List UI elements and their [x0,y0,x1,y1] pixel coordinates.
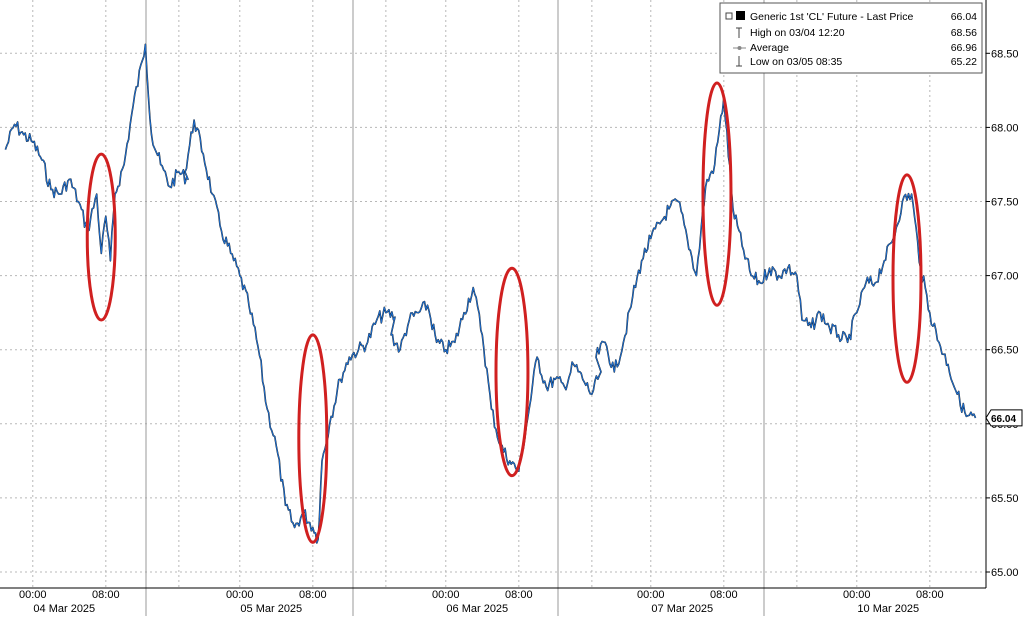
last-price-marker: 66.04 [985,409,1023,427]
x-tick-label-1-1: 08:00 [299,589,327,601]
x-tick-labels: 00:00 08:00 04 Mar 2025 00:00 08:00 05 Mar 20… [19,589,944,615]
x-tick-label-0-1: 08:00 [92,589,120,601]
x-tick-label-3-0: 00:00 [637,589,665,601]
highlight-oval-4 [891,173,923,384]
legend-box [719,2,983,74]
x-tick-label-4-0: 00:00 [843,589,871,601]
grid-lines [0,0,986,616]
legend-label-high: High on 03/04 12:20 [750,27,845,39]
last-price-tag [985,409,1023,427]
legend: Generic 1st 'CL' Future - Last Price 66.… [719,2,983,74]
last-price-label: 66.04 [991,414,1016,425]
legend-value-last-price: 66.04 [951,11,977,23]
legend-label-average: Average [750,42,789,54]
low-marker-icon [736,56,742,67]
y-tick-label-2: 67.50 [991,197,1019,209]
average-dot-icon [737,46,742,50]
y-tick-label-1: 68.00 [991,122,1019,134]
highlight-oval-2 [494,266,530,478]
highlight-ovals [85,81,923,544]
high-marker-icon [736,27,742,38]
x-date-label-3: 07 Mar 2025 [651,603,713,615]
price-series [4,43,977,544]
x-date-label-2: 06 Mar 2025 [446,603,508,615]
axes [0,0,987,589]
y-tick-label-0: 68.50 [991,48,1019,60]
legend-row-average: Average 66.96 [733,42,977,54]
legend-value-low: 65.22 [951,56,977,68]
x-date-label-1: 05 Mar 2025 [240,603,302,615]
legend-label-low: Low on 03/05 08:35 [750,56,842,68]
collapse-square-icon[interactable] [725,12,733,20]
y-tick-label-3: 67.00 [991,271,1019,283]
legend-row-high: High on 03/04 12:20 68.56 [736,27,977,39]
price-line [4,43,976,544]
legend-row-low: Low on 03/05 08:35 65.22 [736,56,977,68]
highlight-oval-0 [85,152,117,322]
series-swatch-icon [736,11,745,20]
y-tick-label-4: 66.50 [991,345,1019,357]
legend-label-last-price: Generic 1st 'CL' Future - Last Price [750,11,913,23]
x-date-label-0: 04 Mar 2025 [33,603,95,615]
x-date-label-4: 10 Mar 2025 [857,603,919,615]
x-tick-label-0-0: 00:00 [19,589,47,601]
x-tick-label-4-1: 08:00 [916,589,944,601]
highlight-oval-1 [297,333,329,544]
x-tick-label-3-1: 08:00 [710,589,738,601]
legend-row-last-price: Generic 1st 'CL' Future - Last Price 66.… [725,11,977,23]
y-tick-label-7: 65.00 [991,567,1019,579]
legend-value-high: 68.56 [951,27,977,39]
highlight-oval-3 [701,81,733,307]
y-tick-label-6: 65.50 [991,493,1019,505]
x-tick-label-1-0: 00:00 [226,589,254,601]
legend-value-average: 66.96 [951,42,977,54]
x-tick-label-2-1: 08:00 [505,589,533,601]
x-tick-label-2-0: 00:00 [432,589,460,601]
